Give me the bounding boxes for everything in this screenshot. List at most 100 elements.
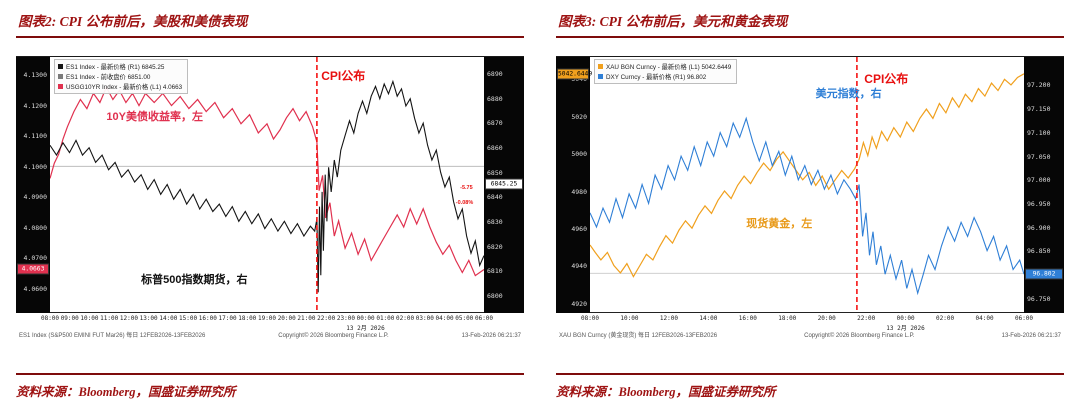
axis-tick: 97.000	[1027, 176, 1051, 185]
last-price-marker: 5042.6449	[557, 68, 593, 80]
figure-title: 图表2: CPI 公布前后，美股和美债表现	[18, 14, 248, 29]
source-topline	[16, 373, 524, 375]
right-axis-strip: 97.200 97.150 97.100 97.050 97.000 96.950 96.9…	[1024, 57, 1064, 313]
axis-tick: 4.0700	[23, 254, 47, 263]
x-tick-label: 11:00	[100, 315, 119, 322]
chart-annotation: -5.75	[460, 184, 473, 191]
x-tick-label: 20:00	[277, 315, 296, 322]
axis-tick: 4960	[571, 224, 587, 233]
left-axis-strip: 4.1300 4.1200 4.1100 4.1000 4.0900 4.0800 4.07…	[16, 57, 50, 313]
source-text: 资料来源：Bloomberg，国盛证券研究所	[16, 385, 236, 399]
axis-tick: 6820	[487, 242, 503, 251]
x-tick-label: 05:00	[455, 315, 474, 322]
legend-swatch	[598, 64, 603, 69]
legend-label: ES1 Index - 最新价格 (R1) 6845.25	[66, 64, 165, 71]
legend-label: XAU BGN Curncy - 最新价格 (L1) 5042.6449	[606, 64, 732, 71]
chart-annotation: 现货黄金，左	[746, 218, 813, 231]
legend-label: USGG10YR Index - 最新价格 (L1) 4.0663	[66, 84, 183, 91]
x-tick-label: 21:00	[297, 315, 316, 322]
axis-tick: 96.950	[1027, 199, 1051, 208]
chart-legend: ES1 Index - 最新价格 (R1) 6845.25 ES1 Index -…	[54, 59, 189, 94]
axis-tick: 4.0600	[23, 284, 47, 293]
x-tick-label: 09:00	[60, 315, 79, 322]
axis-tick: 6880	[487, 94, 503, 103]
footnote-timestamp: 13-Feb-2026 06:21:37	[461, 333, 521, 339]
plot-area: 美元指数，右现货黄金，左 CPI公布	[590, 57, 1024, 313]
legend-item: ES1 Index - 最新价格 (R1) 6845.25	[58, 62, 182, 71]
x-tick-label: 22:00	[857, 315, 876, 322]
legend-swatch	[58, 64, 63, 69]
x-axis: 08:00 09:00 10:00 11:00 12:00 13:00 14:00 15:00…	[41, 313, 493, 332]
axis-tick: 6830	[487, 217, 503, 226]
legend-swatch	[58, 74, 63, 79]
axis-tick: 6890	[487, 70, 503, 79]
series-XAU BGN Curncy	[590, 73, 1024, 278]
axis-tick: 6800	[487, 291, 503, 300]
title-underline	[16, 36, 524, 38]
axis-tick: 5020	[571, 112, 587, 121]
axis-tick: 6860	[487, 144, 503, 153]
chart-annotation: CPI公布	[864, 71, 909, 86]
x-tick-label: 22:00	[317, 315, 336, 322]
footnote-copyright: Copyright© 2026 Bloomberg Finance L.P.	[804, 333, 915, 339]
axis-tick: 6840	[487, 193, 503, 202]
x-tick-label: 16:00	[738, 315, 757, 322]
footnote-copyright: Copyright© 2026 Bloomberg Finance L.P.	[278, 333, 389, 339]
x-tick-label: 20:00	[817, 315, 836, 322]
x-tick-label: 18:00	[238, 315, 257, 322]
x-tick-label: 10:00	[620, 315, 639, 322]
axis-tick: 96.850	[1027, 247, 1051, 256]
last-price-marker: 4.0663	[17, 263, 49, 275]
x-tick-label: 16:00	[198, 315, 217, 322]
chart-annotation: -0.08%	[455, 199, 474, 206]
legend-item: ES1 Index - 前收盘价 6851.00	[58, 72, 182, 81]
legend-swatch	[598, 74, 603, 79]
axis-tick: 4.1100	[23, 132, 47, 141]
legend-swatch	[58, 84, 63, 89]
axis-tick: 4920	[571, 299, 587, 308]
axis-tick: 96.750	[1027, 294, 1051, 303]
x-tick-label: 18:00	[778, 315, 797, 322]
x-tick-label: 04:00	[975, 315, 994, 322]
x-tick-label: 08:00	[580, 315, 600, 322]
figure-title: 图表3: CPI 公布前后，美元和黄金表现	[558, 14, 788, 29]
axis-tick: 97.150	[1027, 105, 1051, 114]
x-tick-label: 19:00	[257, 315, 277, 322]
x-tick-label: 14:00	[699, 315, 718, 322]
x-tick-label: 23:00	[336, 315, 355, 322]
x-date-label: 13 2月 2026	[886, 325, 925, 332]
x-axis: 08:00 10:00 12:00 14:00 16:00 18:00 20:00 22:00…	[581, 313, 1033, 332]
legend-item: USGG10YR Index - 最新价格 (L1) 4.0663	[58, 82, 182, 91]
x-tick-label: 08:00	[40, 315, 60, 322]
x-date-label: 13 2月 2026	[346, 325, 385, 332]
axis-tick: 6810	[487, 267, 503, 276]
bloomberg-chart: ES1 Index - 最新价格 (R1) 6845.25 ES1 Index -…	[16, 56, 524, 341]
x-tick-label: 06:00	[1014, 315, 1034, 322]
axis-tick: 4940	[571, 262, 587, 271]
chart-body: 4.1300 4.1200 4.1100 4.1000 4.0900 4.0800 4.07…	[16, 57, 524, 313]
footnote-timestamp: 13-Feb-2026 06:21:37	[1001, 333, 1061, 339]
x-tick-label: 02:00	[396, 315, 415, 322]
axis-tick: 4.1000	[23, 162, 47, 171]
x-tick-label: 15:00	[179, 315, 198, 322]
figure-panel-left: 图表2: CPI 公布前后，美股和美债表现 ES1 Index - 最新价格 (…	[16, 14, 524, 399]
chart-annotation: 美元指数，右	[815, 88, 882, 101]
chart-legend: XAU BGN Curncy - 最新价格 (L1) 5042.6449 DXY …	[594, 59, 738, 84]
figure-panel-right: 图表3: CPI 公布前后，美元和黄金表现 XAU BGN Curncy - 最…	[540, 0, 1080, 410]
axis-tick: 6870	[487, 119, 503, 128]
x-tick-label: 04:00	[435, 315, 454, 322]
x-tick-label: 12:00	[119, 315, 138, 322]
chart-canvas	[590, 57, 1024, 312]
chart-footnote: ES1 Index (S&P500 EMINI FUT Mar26) 每日 12…	[16, 331, 524, 341]
axis-tick: 5000	[571, 150, 587, 159]
x-tick-label: 01:00	[376, 315, 395, 322]
series-USGG10YR Index	[50, 86, 484, 277]
axis-tick: 4.1200	[23, 101, 47, 110]
source-block: 资料来源：Bloomberg，国盛证券研究所	[556, 373, 1064, 400]
footnote-left: ES1 Index (S&P500 EMINI FUT Mar26) 每日 12…	[19, 333, 206, 339]
x-tick-label: 02:00	[936, 315, 955, 322]
chart-footnote: XAU BGN Curncy (黄金现货) 每日 12FEB2026-13FEB…	[556, 331, 1064, 341]
last-price-marker: 6845.25	[485, 178, 523, 190]
axis-tick: 6850	[487, 168, 503, 177]
source-topline	[556, 373, 1064, 375]
